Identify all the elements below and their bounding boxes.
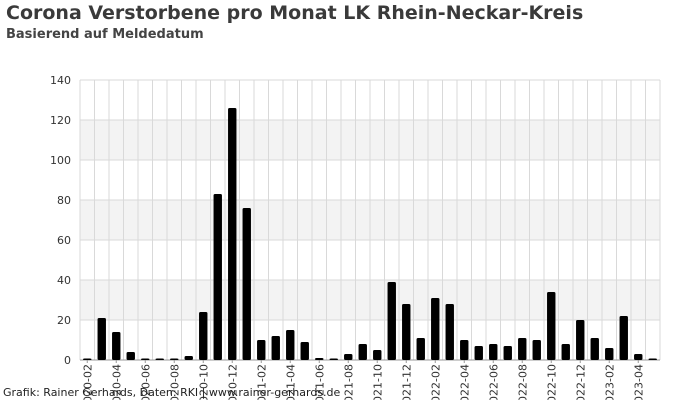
bar-2022-01 — [416, 338, 425, 360]
bar-2020-06 — [141, 358, 150, 360]
bar-2023-05 — [648, 358, 657, 360]
x-tick-label: 2020-04 — [110, 364, 123, 400]
chart-title: Corona Verstorbene pro Monat LK Rhein-Ne… — [6, 2, 584, 24]
x-tick-label: 2020-02 — [81, 364, 94, 400]
bar-2020-09 — [184, 356, 193, 360]
x-tick-label: 2022-10 — [545, 364, 558, 400]
bar-2021-05 — [300, 342, 309, 360]
bar-2021-02 — [257, 340, 266, 360]
x-tick-label: 2020-12 — [226, 364, 239, 400]
bar-2023-01 — [590, 338, 599, 360]
source-credit: Grafik: Rainer Gerhards, Daten: RKI | ww… — [3, 386, 341, 399]
bar-2020-03 — [97, 318, 106, 360]
y-tick-label: 80 — [57, 194, 71, 207]
x-tick-label: 2020-08 — [168, 364, 181, 400]
chart-subtitle: Basierend auf Meldedatum — [6, 27, 204, 42]
x-tick-label: 2021-12 — [400, 364, 413, 400]
x-tick-label: 2021-06 — [313, 364, 326, 400]
x-tick-label: 2022-04 — [458, 364, 471, 400]
bar-2023-03 — [619, 316, 628, 360]
bar-2021-03 — [271, 336, 280, 360]
y-tick-label: 20 — [57, 314, 71, 327]
bar-2022-03 — [445, 304, 454, 360]
bar-2022-06 — [489, 344, 498, 360]
bar-2021-10 — [373, 350, 382, 360]
x-tick-label: 2021-10 — [371, 364, 384, 400]
x-tick-label: 2023-02 — [603, 364, 616, 400]
bar-2020-12 — [228, 108, 237, 360]
bar-2021-01 — [242, 208, 251, 360]
bar-2020-08 — [170, 358, 179, 360]
bar-2023-02 — [605, 348, 614, 360]
x-tick-label: 2022-02 — [429, 364, 442, 400]
bar-2021-04 — [286, 330, 295, 360]
x-tick-label: 2022-12 — [574, 364, 587, 400]
bar-2020-05 — [126, 352, 135, 360]
y-tick-label: 60 — [57, 234, 71, 247]
bar-2022-07 — [503, 346, 512, 360]
bar-2020-04 — [112, 332, 121, 360]
x-tick-label: 2020-06 — [139, 364, 152, 400]
bar-2021-09 — [358, 344, 367, 360]
x-tick-label: 2020-10 — [197, 364, 210, 400]
x-tick-label: 2021-02 — [255, 364, 268, 400]
bar-2021-11 — [387, 282, 396, 360]
bar-2020-11 — [213, 194, 222, 360]
y-tick-label: 100 — [50, 154, 71, 167]
bar-2023-04 — [634, 354, 643, 360]
bar-2020-10 — [199, 312, 208, 360]
bar-2022-08 — [518, 338, 527, 360]
x-tick-label: 2023-04 — [632, 364, 645, 400]
y-tick-label: 0 — [64, 354, 71, 367]
bar-2022-09 — [532, 340, 541, 360]
y-tick-label: 40 — [57, 274, 71, 287]
bar-2022-11 — [561, 344, 570, 360]
x-tick-label: 2022-08 — [516, 364, 529, 400]
bar-2022-04 — [460, 340, 469, 360]
bar-2021-08 — [344, 354, 353, 360]
y-tick-label: 140 — [50, 74, 71, 87]
x-tick-label: 2021-04 — [284, 364, 297, 400]
bar-2021-07 — [329, 358, 338, 360]
bar-2020-02 — [83, 358, 92, 360]
bar-2020-07 — [155, 358, 164, 360]
bar-2021-06 — [315, 358, 324, 360]
bar-2022-05 — [474, 346, 483, 360]
bar-2022-02 — [431, 298, 440, 360]
bar-2022-12 — [576, 320, 585, 360]
bar-2022-10 — [547, 292, 556, 360]
x-tick-label: 2022-06 — [487, 364, 500, 400]
y-tick-label: 120 — [50, 114, 71, 127]
x-tick-label: 2021-08 — [342, 364, 355, 400]
bar-2021-12 — [402, 304, 411, 360]
